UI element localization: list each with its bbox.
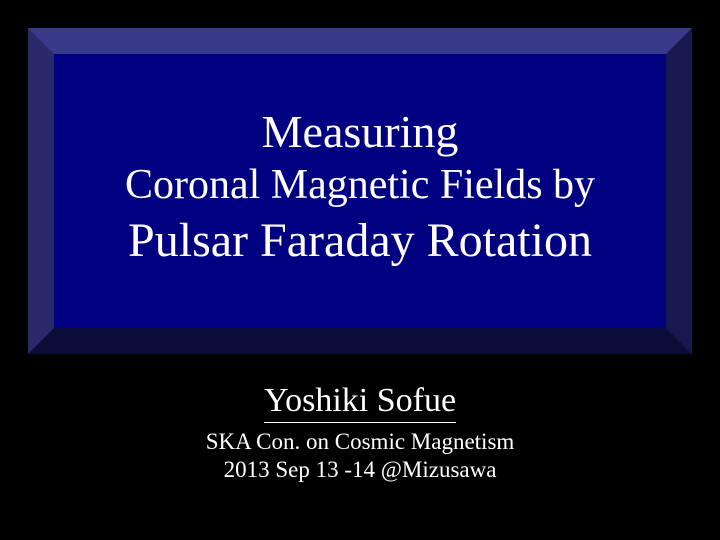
title-line-3: Pulsar Faraday Rotation (128, 213, 592, 268)
title-line-2: Coronal Magnetic Fields by (125, 161, 595, 209)
title-panel: Measuring Coronal Magnetic Fields by Pul… (54, 54, 666, 328)
date-location: 2013 Sep 13 -14 @Mizusawa (0, 457, 720, 483)
title-line-1: Measuring (262, 106, 459, 159)
conference-name: SKA Con. on Cosmic Magnetism (0, 429, 720, 455)
author-block: Yoshiki Sofue SKA Con. on Cosmic Magneti… (0, 382, 720, 483)
title-frame: Measuring Coronal Magnetic Fields by Pul… (28, 28, 692, 354)
author-name: Yoshiki Sofue (264, 382, 456, 423)
